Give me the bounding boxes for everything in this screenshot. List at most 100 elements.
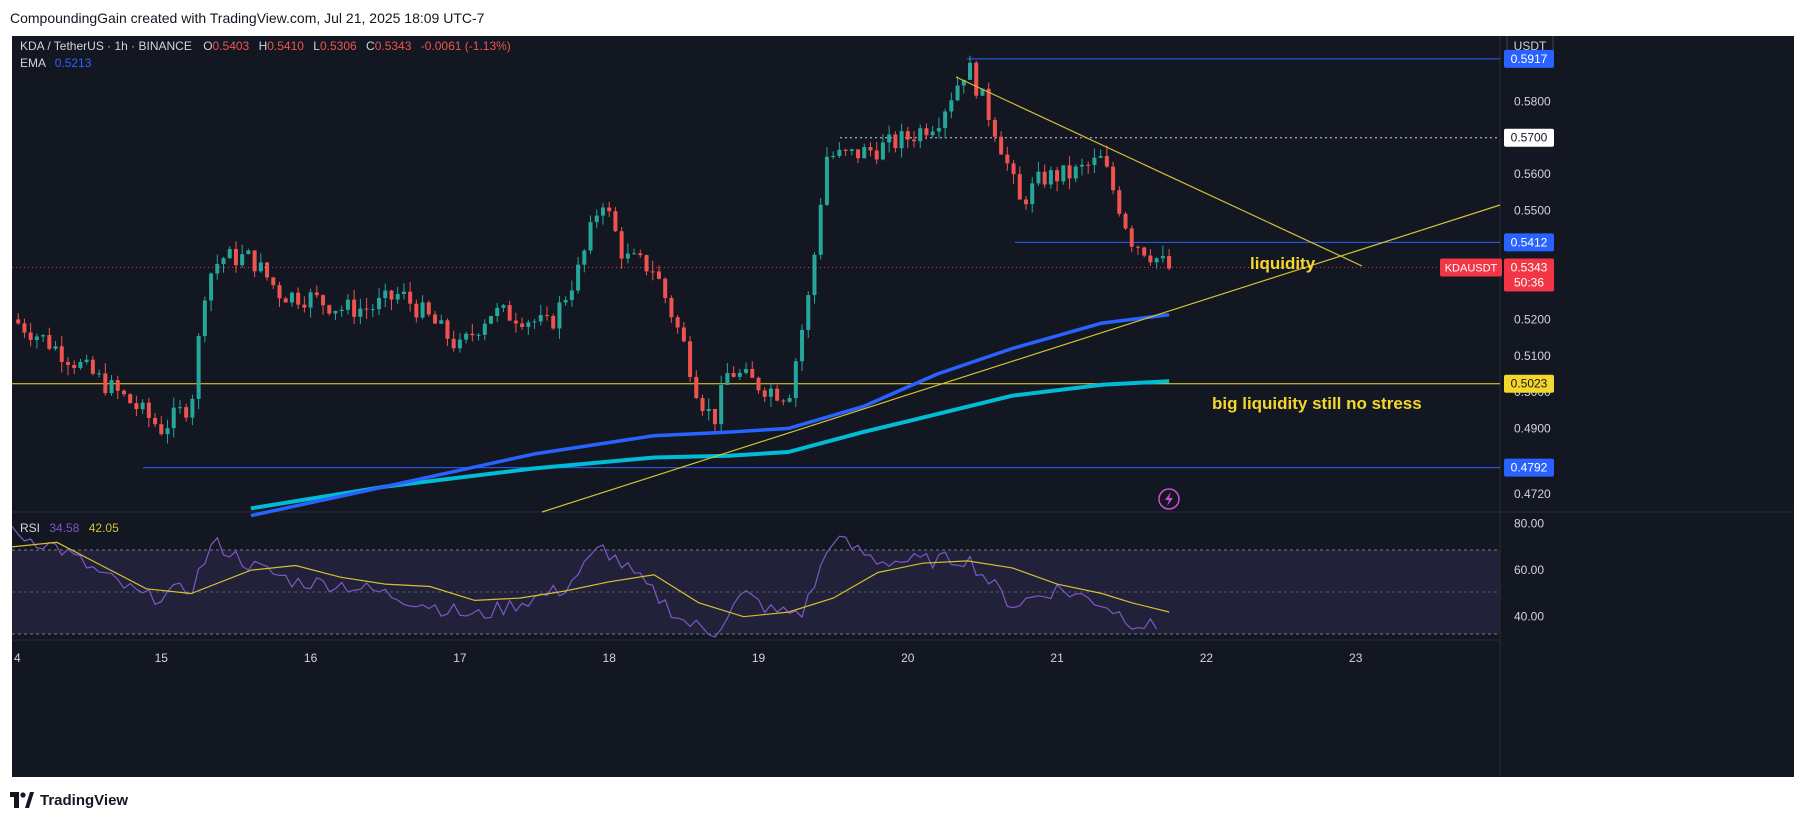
candle-body <box>719 384 724 425</box>
candle-body <box>1092 157 1097 165</box>
candle-body <box>227 249 232 259</box>
candle-body <box>401 291 406 294</box>
ascending-trendline[interactable] <box>541 204 1501 513</box>
candle-body <box>1129 228 1134 247</box>
descending-trendline[interactable] <box>955 76 1363 267</box>
candle-body <box>296 292 301 305</box>
candle-body <box>638 253 643 256</box>
candle-body <box>632 253 637 255</box>
candle-body <box>706 408 711 412</box>
candle-body <box>594 215 599 223</box>
y-tick-label: 0.4900 <box>1514 421 1551 435</box>
y-tick-label: 0.5100 <box>1514 349 1551 363</box>
price-level-tag <box>1504 233 1554 252</box>
candle-body <box>240 254 245 266</box>
price-level-value: 0.5700 <box>1511 131 1548 145</box>
candle-body <box>345 299 350 310</box>
candle-body <box>700 398 705 412</box>
candle-body <box>258 262 263 272</box>
chart-frame[interactable]: liquidity big liquidity still no stress … <box>11 32 1794 777</box>
candle-body <box>165 428 170 435</box>
candle-body <box>1086 164 1091 166</box>
y-tick-label: 0.5200 <box>1514 312 1551 326</box>
candle-body <box>16 319 21 324</box>
candle-body <box>663 278 668 298</box>
candle-body <box>134 403 139 410</box>
candle-body <box>980 88 985 96</box>
candle-body <box>1042 171 1047 185</box>
candle-body <box>999 136 1004 155</box>
y-tick-label: 0.5600 <box>1514 167 1551 181</box>
candle-body <box>625 253 630 259</box>
candle-body <box>377 298 382 310</box>
candle-body <box>1030 183 1035 205</box>
chart-canvas[interactable]: liquidity big liquidity still no stress … <box>11 32 1794 777</box>
rsi-legend-value: 34.58 <box>49 521 79 535</box>
candle-body <box>880 142 885 160</box>
ema-legend-value: 0.5213 <box>55 56 92 70</box>
rsi-y-tick-label: 80.00 <box>1514 517 1544 531</box>
candle-body <box>563 300 568 303</box>
candle-body <box>308 292 313 308</box>
candle-body <box>1098 156 1103 158</box>
annotation-big-liquidity: big liquidity still no stress <box>1212 394 1422 413</box>
candle-body <box>90 359 95 374</box>
candle-body <box>1142 247 1147 256</box>
price-level-tag <box>1504 49 1554 68</box>
candle-body <box>582 250 587 265</box>
candle-body <box>184 407 189 418</box>
attribution-bar: CompoundingGain created with TradingView… <box>0 0 1805 36</box>
candle-body <box>121 390 126 395</box>
rsi-ma-line <box>11 541 1170 618</box>
candle-body <box>209 273 214 301</box>
rsi-legend: RSI 34.58 42.05 <box>20 521 119 535</box>
candle-body <box>1061 165 1066 182</box>
candle-body <box>694 376 699 399</box>
candle-body <box>41 335 46 337</box>
candle-body <box>650 271 655 273</box>
candle-body <box>153 417 158 425</box>
candle-body <box>918 128 923 142</box>
candle-body <box>1067 165 1072 179</box>
x-tick-label: 4 <box>14 651 21 665</box>
ema-legend: EMA 0.5213 <box>20 56 92 70</box>
lightning-icon[interactable] <box>1158 488 1180 510</box>
candle-body <box>283 298 288 303</box>
price-level-value: 0.4792 <box>1511 461 1548 475</box>
candle-body <box>271 277 276 286</box>
candle-body <box>233 249 238 266</box>
price-level-value: 0.5412 <box>1511 235 1548 249</box>
candle-body <box>202 300 207 337</box>
rsi-ma-legend-value: 42.05 <box>89 521 119 535</box>
candle-body <box>750 368 755 378</box>
candle-body <box>600 207 605 216</box>
candle-body <box>395 293 400 300</box>
candle-body <box>28 332 33 340</box>
candle-body <box>812 254 817 296</box>
candle-body <box>190 398 195 418</box>
candle-body <box>1048 170 1053 185</box>
candle-body <box>277 285 282 299</box>
candle-body <box>731 373 736 377</box>
candle-body <box>78 362 83 368</box>
candle-body <box>47 335 52 349</box>
candle-body <box>1111 166 1116 191</box>
candle-body <box>1017 174 1022 200</box>
candle-body <box>856 149 861 159</box>
candle-body <box>1135 246 1140 248</box>
candle-body <box>171 407 176 429</box>
candle-body <box>613 211 618 232</box>
candle-body <box>314 292 319 296</box>
candle-body <box>495 307 500 316</box>
candle-body <box>414 303 419 318</box>
price-level-tag <box>1504 458 1554 477</box>
legend-low: 0.5306 <box>320 39 357 53</box>
candle-body <box>103 373 108 394</box>
candle-body <box>1023 199 1028 205</box>
ema-fast-line <box>250 312 1170 518</box>
candle-body <box>364 308 369 310</box>
candle-body <box>961 79 966 86</box>
candle-body <box>451 338 456 349</box>
candle-body <box>576 264 581 291</box>
candle-body <box>389 290 394 300</box>
